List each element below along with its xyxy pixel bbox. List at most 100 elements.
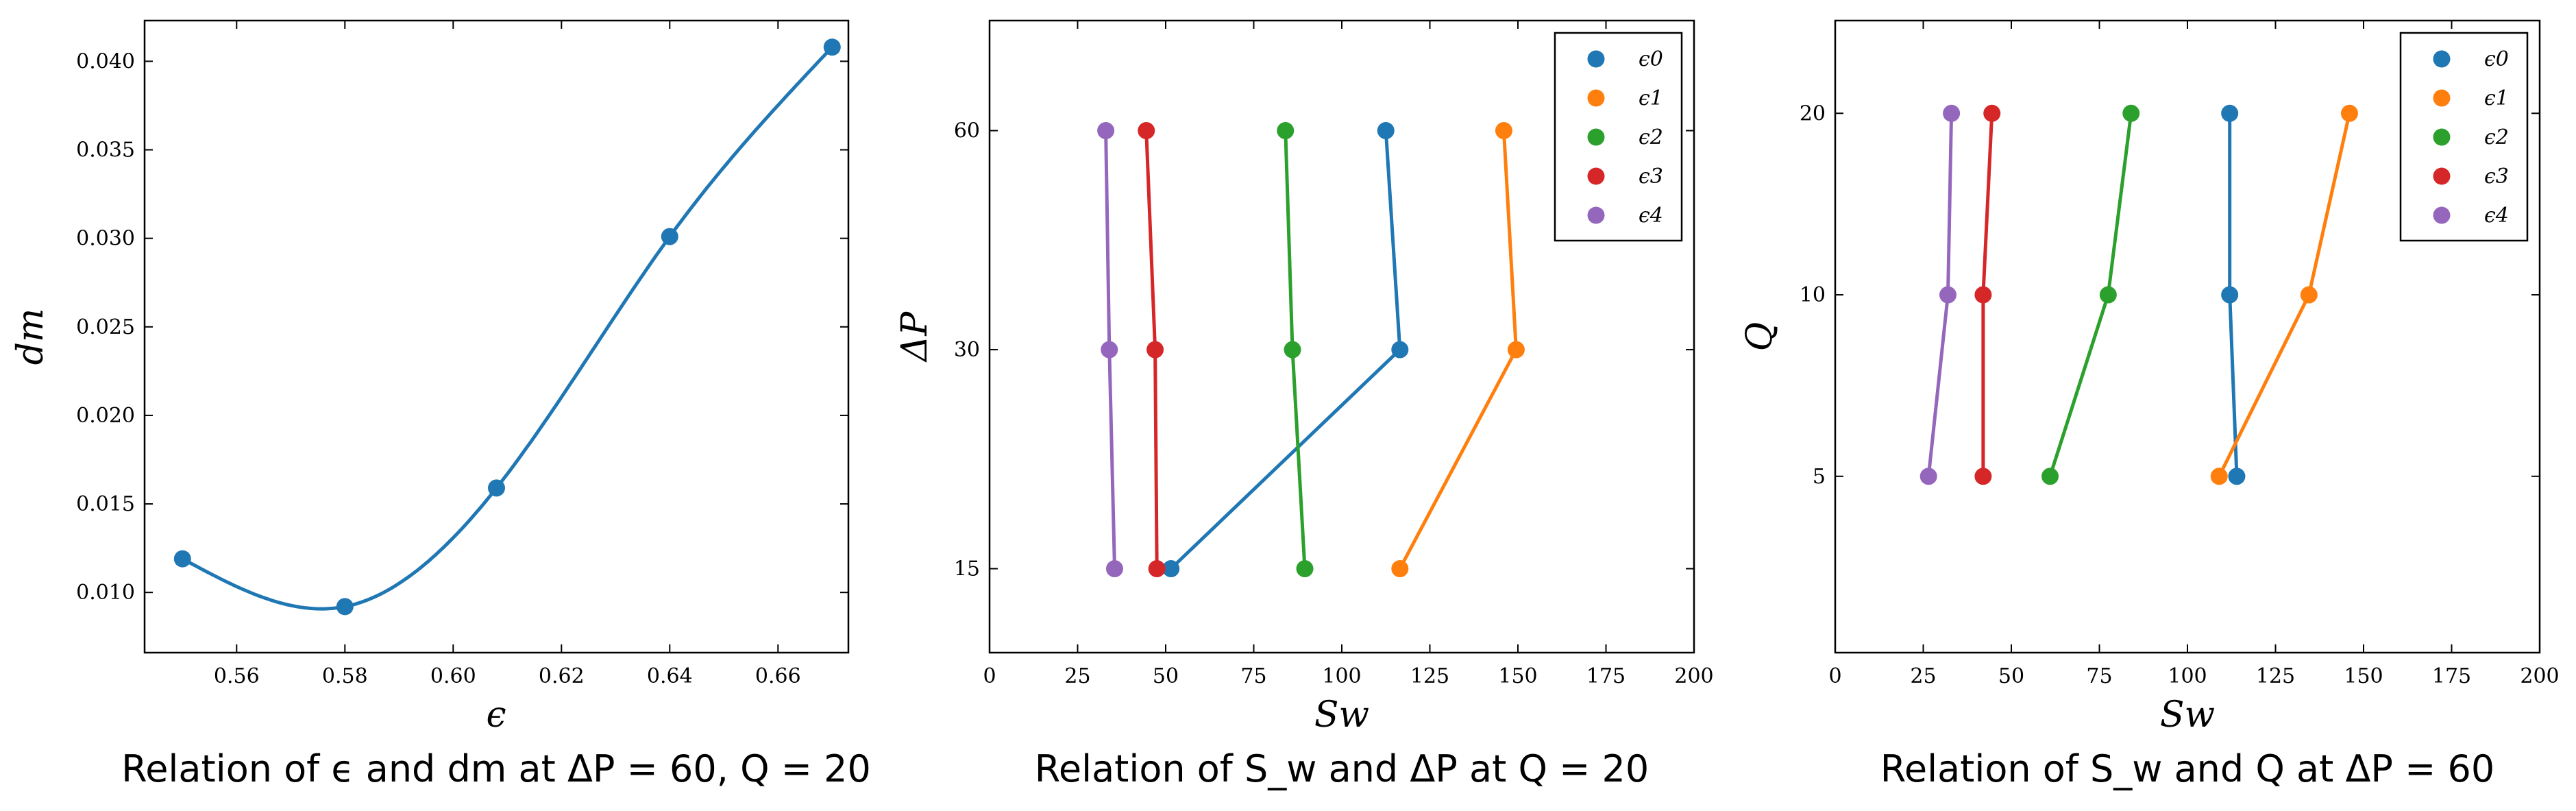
series-ϵ4 — [1097, 122, 1123, 578]
data-point — [661, 228, 678, 245]
x-axis-label: Sw — [1314, 694, 1369, 736]
x-tick-label: 100 — [1322, 664, 1361, 688]
legend-label: ϵ0 — [1639, 47, 1663, 71]
data-point — [1284, 341, 1301, 359]
legend-marker — [2433, 89, 2451, 107]
data-point — [1507, 341, 1525, 359]
legend-marker — [1587, 167, 1605, 185]
legend-marker — [2433, 50, 2451, 68]
plot-frame — [143, 19, 850, 654]
data-point — [1391, 341, 1409, 359]
series-ϵ0 — [2221, 104, 2246, 485]
data-point — [2340, 104, 2358, 122]
data-point — [1162, 560, 1180, 578]
x-tick-label: 0 — [983, 664, 996, 688]
x-tick-label: 50 — [1998, 664, 2024, 688]
legend-label: ϵ3 — [2484, 165, 2509, 189]
data-point — [1919, 468, 1937, 485]
legend-label: ϵ4 — [2484, 204, 2509, 228]
data-point — [1138, 122, 1155, 140]
x-tick-label: 0.62 — [539, 664, 585, 688]
data-point — [1146, 341, 1164, 359]
data-point — [1277, 122, 1295, 140]
y-tick-label: 60 — [954, 119, 980, 143]
data-point — [2122, 104, 2140, 122]
data-point — [1974, 286, 1992, 304]
panel-caption: Relation of S_w and Q at ΔP = 60 — [1880, 747, 2494, 790]
chart-panel-1: 0.56 0.58 0.60 0.62 0.64 0.66 0.010 0.015 0.020 0… — [10, 19, 871, 790]
data-point — [1377, 122, 1395, 140]
y-tick-label: 0.030 — [76, 227, 135, 251]
series-line — [2218, 112, 2351, 477]
y-tick-label: 0.035 — [76, 138, 135, 162]
data-point — [823, 38, 841, 56]
x-tick-label: 150 — [2344, 664, 2383, 688]
y-tick-label: 0.025 — [76, 315, 135, 339]
data-point — [2221, 286, 2239, 304]
legend: ϵ0 ϵ1 ϵ2 ϵ3 ϵ4 — [1554, 32, 1683, 242]
series-line — [2048, 112, 2133, 477]
data-point — [1148, 560, 1166, 578]
legend-box — [1554, 32, 1683, 242]
series-ϵ0 — [1162, 122, 1409, 578]
legend-box — [2399, 32, 2529, 242]
x-tick-label: 50 — [1153, 664, 1179, 688]
plot-frame — [988, 19, 1695, 654]
data-point — [1983, 104, 2001, 122]
data-point — [173, 550, 191, 568]
x-tick-label: 0 — [1828, 664, 1841, 688]
y-tick-label: 15 — [954, 557, 980, 581]
legend-marker — [1587, 50, 1605, 68]
series-ϵ4 — [1919, 104, 1961, 485]
x-tick-label: 0.60 — [430, 664, 476, 688]
plot-frame — [1834, 19, 2541, 654]
series-line — [182, 45, 834, 611]
x-tick-label: 0.64 — [647, 664, 693, 688]
data-point — [1296, 560, 1314, 578]
legend-label: ϵ1 — [2484, 86, 2509, 110]
data-point — [1105, 560, 1123, 578]
legend-marker — [2433, 167, 2451, 185]
data-point — [336, 598, 354, 616]
legend-marker — [1587, 206, 1605, 224]
y-tick-label: 5 — [1813, 465, 1826, 489]
y-axis-label: dm — [10, 308, 51, 365]
panel-caption: Relation of ϵ and dm at ΔP = 60, Q = 20 — [121, 747, 871, 790]
x-axis-label: Sw — [2160, 694, 2215, 736]
data-point — [2300, 286, 2318, 304]
x-tick-label: 0.58 — [322, 664, 368, 688]
y-tick-label: 10 — [1800, 283, 1826, 307]
data-point — [2221, 104, 2239, 122]
data-point — [1974, 468, 1992, 485]
x-tick-label: 25 — [1064, 664, 1090, 688]
x-tick-label: 25 — [1910, 664, 1936, 688]
x-tick-label: 75 — [2086, 664, 2112, 688]
data-point — [1101, 341, 1118, 359]
x-tick-label: 125 — [1410, 664, 1449, 688]
y-axis-label: ΔP — [894, 311, 935, 363]
y-tick-label: 0.015 — [76, 492, 135, 516]
data-point — [2210, 468, 2228, 485]
y-tick-label: 0.010 — [76, 581, 135, 605]
series-ϵ3 — [1974, 104, 2001, 485]
y-tick-label: 20 — [1800, 101, 1826, 125]
data-point — [1391, 560, 1409, 578]
legend: ϵ0 ϵ1 ϵ2 ϵ3 ϵ4 — [2399, 32, 2529, 242]
x-tick-label: 150 — [1498, 664, 1537, 688]
data-point — [1939, 286, 1956, 304]
series-line — [173, 38, 841, 616]
x-tick-label: 175 — [1586, 664, 1626, 688]
series-ϵ2 — [1277, 122, 1314, 578]
y-tick-label: 0.020 — [76, 404, 135, 428]
x-tick-label: 175 — [2432, 664, 2471, 688]
x-tick-label: 100 — [2168, 664, 2207, 688]
legend-marker — [2433, 128, 2451, 146]
chart-panel-3: 0 25 50 75 100 125 150 175 200 5 10 20 Sw Q Relation o… — [1739, 19, 2560, 790]
series-ϵ2 — [2041, 104, 2140, 485]
data-point — [488, 479, 505, 497]
data-point — [1495, 122, 1512, 140]
legend-label: ϵ1 — [1639, 86, 1663, 110]
legend-label: ϵ4 — [1639, 204, 1663, 228]
x-tick-label: 75 — [1240, 664, 1266, 688]
legend-label: ϵ3 — [1639, 165, 1663, 189]
